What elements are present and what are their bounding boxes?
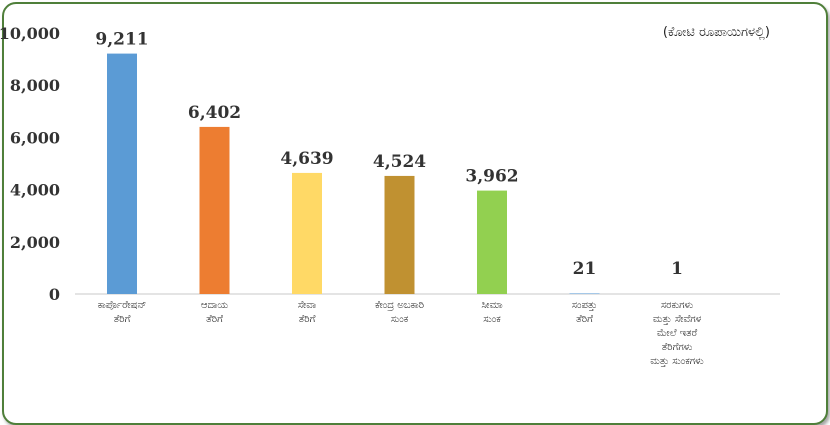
bar [199,126,230,294]
data-label: 9,211 [95,30,148,50]
bars [107,53,600,295]
y-tick-label: 2,000 [10,233,60,252]
category-label: ಸೇವಾ ತೆರಿಗೆ [298,300,317,325]
data-label: 4,524 [373,152,426,172]
category-label: ಸರಕುಗಳು ಮತ್ತು ಸೇವೆಗಳ ಮೇಲೆ ಇತರೆ ತೆರಿಗೆಗಳು ಮತ್… [650,300,703,367]
bar [107,53,137,295]
data-label: 3,962 [465,167,518,187]
bar [292,172,322,294]
category-label: ಸಂಪತ್ತು ತೆರಿಗೆ [572,300,597,325]
category-label: ಸೀಮಾ ಸುಂಕ [481,300,503,325]
category-label: ಕಾರ್ಪೊರೇಷನ್ ತೆರಿಗೆ [98,300,147,325]
data-label: 6,402 [188,103,241,123]
y-tick-label: 6,000 [10,128,60,147]
category-labels: ಕಾರ್ಪೊರೇಷನ್ ತೆರಿಗೆ ಆದಾಯ ತೆರಿಗೆ ಸೇವಾ ತೆರಿಗೆ ಕೇಂ… [98,300,704,367]
category-label: ಆದಾಯ ತೆರಿಗೆ [201,300,229,325]
data-label: 21 [573,259,597,279]
data-label: 4,639 [280,149,333,169]
y-axis-ticks: 0 2,000 4,000 6,000 8,000 10,000 [0,24,60,304]
y-tick-label: 10,000 [0,24,60,43]
category-label: ಕೇಂದ್ರ ಅಬಕಾರಿ ಸುಂಕ [375,300,424,325]
y-tick-label: 8,000 [10,76,60,95]
data-label: 1 [671,259,683,279]
bar [569,293,600,294]
bar [384,175,415,294]
bar [477,190,507,294]
y-tick-label: 4,000 [10,181,60,200]
data-labels: 9,211 6,402 4,639 4,524 3,962 21 1 [95,30,683,279]
y-tick-label: 0 [49,285,60,304]
unit-note: (ಕೋಟಿ ರೂಪಾಯಿಗಳಲ್ಲಿ) [663,25,770,40]
